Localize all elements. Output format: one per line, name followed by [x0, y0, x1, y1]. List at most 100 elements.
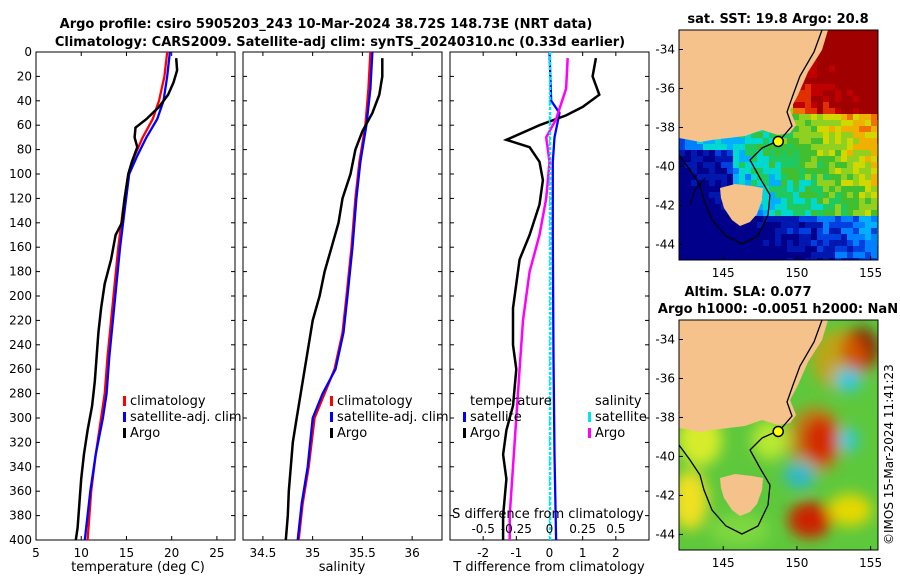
- sst-map-frame: [678, 29, 879, 261]
- y-tick-label: 180: [9, 265, 32, 279]
- legend-swatch-climatology: [123, 396, 126, 406]
- legend-swatch-sal-satellite: [588, 412, 591, 422]
- y-tick-label: 20: [17, 69, 32, 83]
- legend-swatch-satellite-adj: [330, 412, 333, 422]
- y-tick-label: 40: [17, 94, 32, 108]
- y-tick-label: 320: [9, 435, 32, 449]
- series-line-argo: [74, 58, 179, 541]
- lat-tick-label: -34: [655, 332, 675, 346]
- salinity-legend: climatology satellite-adj. clim Argo: [330, 394, 449, 441]
- s-tick-label: -0.25: [501, 522, 532, 536]
- difference-panel: -2 -1 0 1 2 T difference from climatology S …: [449, 51, 650, 575]
- x-tick-label: 20: [164, 546, 179, 560]
- legend-sal-satellite: satellite: [595, 410, 647, 425]
- y-tick-label: 380: [9, 509, 32, 523]
- tasmania-land: [720, 184, 763, 226]
- legend-temperature-title: temperature: [470, 394, 552, 409]
- series-line-temperature-satellite: [548, 51, 561, 541]
- y-tick-label: 60: [17, 118, 32, 132]
- timestamp: ©IMOS 15-Mar-2024 11:41:23: [882, 364, 896, 545]
- y-tick-label: 140: [9, 216, 32, 230]
- lon-tick-label: 155: [859, 266, 882, 280]
- salinity-panel: 34.5 35 35.5 36 salinity climatology satell…: [242, 51, 449, 575]
- x-tick-label: 35.5: [349, 546, 376, 560]
- legend-argo: Argo: [337, 426, 367, 441]
- series-line-satellite-adj-clim: [296, 51, 374, 541]
- lat-tick-label: -34: [655, 42, 675, 56]
- legend-swatch-temp-argo: [463, 428, 466, 438]
- lat-tick-label: -36: [655, 371, 675, 385]
- temperature-xlabel: temperature (deg C): [71, 560, 205, 575]
- temperature-legend: climatology satellite-adj. clim Argo: [123, 394, 242, 441]
- tasmania-land: [720, 474, 763, 516]
- legend-temp-argo: Argo: [470, 426, 500, 441]
- legend-climatology: climatology: [337, 394, 413, 409]
- series-line-satellite-adj-clim: [83, 51, 172, 541]
- sla-map-panel: Altim. SLA: 0.077 Argo h1000: -0.0051 h2…: [655, 285, 898, 570]
- temperature-panel: 0 20 40 60 80 100 120 140 160 180 200 220 240 260 280 3…: [9, 45, 242, 575]
- y-tick-label: 0: [24, 45, 32, 59]
- sla-map-argo-heights: Argo h1000: -0.0051 h2000: NaN: [658, 302, 898, 317]
- lat-tick-label: -44: [655, 527, 675, 541]
- series-line-climatology: [297, 51, 372, 541]
- difference-top-axis-label: S difference from climatology: [452, 507, 644, 522]
- legend-swatch-temp-satellite: [463, 412, 466, 422]
- difference-ticks: -2 -1 0 1 2: [450, 51, 649, 560]
- x-tick-label: -2: [477, 546, 489, 560]
- series-line-climatology: [86, 51, 169, 541]
- x-tick-label: 35: [305, 546, 320, 560]
- x-tick-label: 1: [579, 546, 587, 560]
- s-tick-label: 0.25: [569, 522, 596, 536]
- y-tick-label: 220: [9, 313, 32, 327]
- x-tick-label: -1: [510, 546, 522, 560]
- series-line-temperature-argo: [501, 57, 601, 540]
- lat-tick-label: -40: [655, 449, 675, 463]
- salinity-series: [284, 51, 384, 541]
- lat-tick-label: -40: [655, 159, 675, 173]
- y-tick-label: 300: [9, 411, 32, 425]
- x-tick-label: 10: [74, 546, 89, 560]
- lat-tick-label: -42: [655, 198, 675, 212]
- lat-tick-label: -44: [655, 237, 675, 251]
- mainland-land: [679, 30, 828, 142]
- y-tick-label: 360: [9, 484, 32, 498]
- sla-map-title: Altim. SLA: 0.077: [685, 285, 812, 300]
- sst-map-panel: sat. SST: 19.8 Argo: 20.8 145 150 155 -34 -3…: [655, 12, 882, 280]
- sst-map-ticks: 145 150 155 -34 -36 -38 -40 -42 -44: [655, 42, 882, 280]
- sst-map-title: sat. SST: 19.8 Argo: 20.8: [687, 12, 868, 27]
- lat-tick-label: -36: [655, 81, 675, 95]
- legend-swatch-argo: [330, 428, 333, 438]
- y-tick-label: 280: [9, 387, 32, 401]
- x-tick-label: 5: [32, 546, 40, 560]
- x-tick-label: 2: [612, 546, 620, 560]
- x-tick-label: 34.5: [250, 546, 277, 560]
- lat-tick-label: -38: [655, 120, 675, 134]
- temperature-series: [74, 51, 179, 541]
- figure-title-line2: Climatology: CARS2009. Satellite-adj cli…: [55, 35, 625, 50]
- salinity-ticks: 34.5 35 35.5 36: [243, 51, 442, 560]
- legend-salinity-title: salinity: [595, 394, 642, 409]
- x-tick-label: 15: [119, 546, 134, 560]
- sla-map-ticks: 145 150 155 -34 -36 -38 -40 -42 -44: [655, 332, 882, 570]
- x-tick-label: 36: [405, 546, 420, 560]
- s-tick-label: 0.5: [606, 522, 625, 536]
- sla-depth-contour: [679, 320, 823, 535]
- y-tick-label: 240: [9, 338, 32, 352]
- mainland-land: [679, 320, 828, 432]
- lat-tick-label: -42: [655, 488, 675, 502]
- difference-series: [501, 51, 601, 541]
- salinity-axes-box: [242, 51, 443, 541]
- salinity-xlabel: salinity: [319, 560, 366, 575]
- s-tick-label: -0.5: [471, 522, 494, 536]
- legend-climatology: climatology: [130, 394, 206, 409]
- lat-tick-label: -38: [655, 410, 675, 424]
- figure-title-line1: Argo profile: csiro 5905203_243 10-Mar-2…: [60, 17, 593, 32]
- x-tick-label: 0: [546, 546, 554, 560]
- temperature-y-ticks: 0 20 40 60 80 100 120 140 160 180 200 220 240 260 280 3…: [9, 45, 235, 560]
- sst-argo-position-marker: [772, 135, 784, 148]
- lon-tick-label: 155: [859, 556, 882, 570]
- legend-argo: Argo: [130, 426, 160, 441]
- y-tick-label: 340: [9, 460, 32, 474]
- s-tick-label: 0: [546, 522, 554, 536]
- sst-depth-contour: [679, 30, 823, 245]
